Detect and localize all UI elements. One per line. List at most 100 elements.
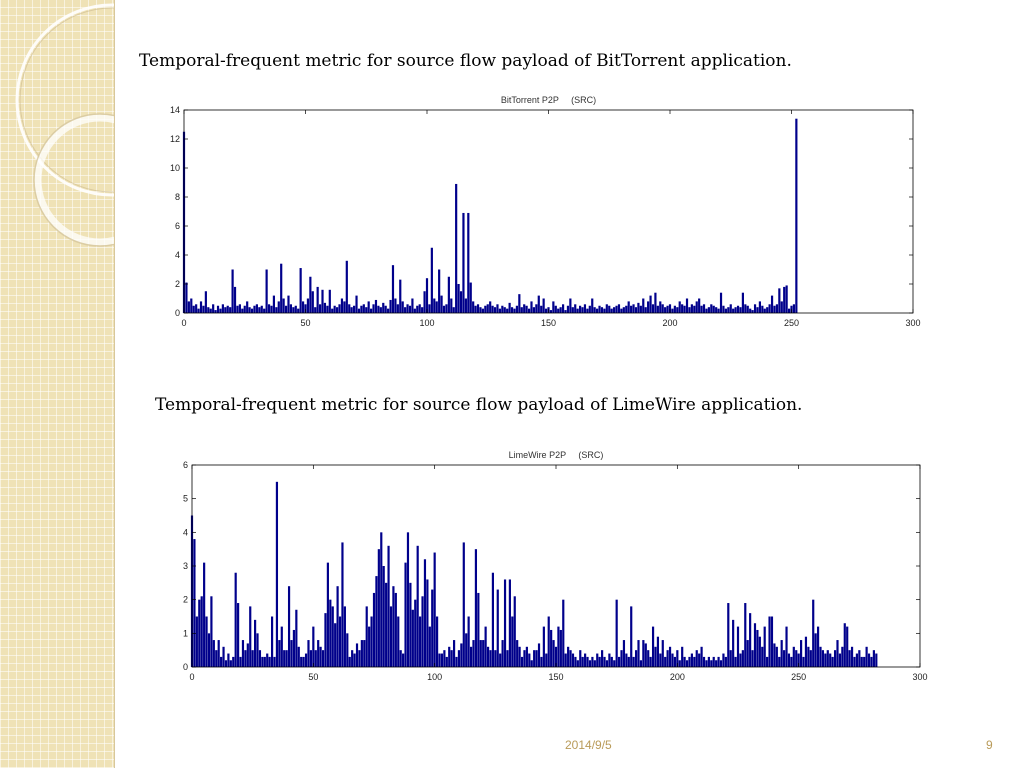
- chart-bar: [467, 616, 470, 667]
- chart-bar: [503, 579, 507, 667]
- chart-bar: [732, 308, 735, 313]
- y-tick-label: 14: [170, 105, 180, 115]
- chart-bar: [756, 629, 759, 667]
- chart-bar: [489, 301, 492, 313]
- chart-bar: [469, 282, 472, 313]
- chart-bar: [195, 616, 198, 667]
- chart-bar: [537, 295, 540, 313]
- chart-bar: [404, 307, 407, 313]
- chart-bar: [254, 619, 257, 667]
- chart-bar: [481, 308, 484, 313]
- chart-bar: [479, 640, 482, 667]
- chart-bar: [185, 282, 188, 313]
- chart-bar: [736, 626, 740, 667]
- chart-bar: [668, 646, 672, 667]
- chart-bar: [527, 308, 531, 313]
- chart-bar: [685, 660, 689, 667]
- chart-bar: [525, 646, 528, 667]
- chart-bar: [304, 653, 308, 667]
- chart-bar: [532, 307, 536, 313]
- chart-bar: [615, 305, 618, 313]
- chart-bar: [301, 301, 305, 313]
- chart-bar: [365, 307, 368, 313]
- chart-bar: [215, 650, 218, 667]
- chart-bar: [484, 305, 487, 313]
- chart-bar: [435, 301, 438, 313]
- chart-bar: [372, 304, 375, 313]
- chart-bar: [187, 301, 190, 313]
- chart-bar: [644, 643, 647, 667]
- chart-bar: [790, 656, 793, 667]
- chart-bar: [336, 586, 339, 667]
- chart-bar: [591, 298, 594, 313]
- chart-bar: [659, 653, 662, 667]
- chart-bar: [741, 650, 744, 667]
- chart-bar: [807, 646, 810, 667]
- y-tick-label: 3: [183, 561, 188, 571]
- chart-bar: [749, 613, 752, 667]
- x-tick-label: 50: [308, 672, 318, 682]
- chart-bar: [610, 308, 613, 313]
- chart-bar: [630, 305, 633, 313]
- chart-bar: [479, 307, 482, 313]
- chart-bar: [618, 656, 621, 667]
- chart-bar: [613, 660, 616, 667]
- chart-bar: [511, 616, 514, 667]
- chart-bar: [564, 310, 567, 313]
- chart-bar: [707, 656, 710, 667]
- chart-bar: [440, 295, 443, 313]
- chart-bar: [261, 656, 264, 667]
- chart-bar: [508, 579, 511, 667]
- chart-bar: [452, 640, 456, 667]
- chart-bar: [277, 301, 280, 313]
- chart-bar: [702, 656, 706, 667]
- chart-bar: [681, 304, 684, 313]
- y-tick-label: 2: [183, 595, 188, 605]
- chart-bar: [744, 304, 747, 313]
- chart-bar: [846, 626, 849, 667]
- chart-bar: [630, 606, 633, 667]
- chart-bar: [613, 307, 616, 313]
- chart-bar: [447, 276, 450, 313]
- chart-bar: [797, 653, 800, 667]
- chart-bar: [542, 626, 545, 667]
- chart-bar: [428, 626, 431, 667]
- chart-bar: [311, 291, 314, 313]
- chart-bar: [792, 304, 796, 313]
- chart-bar: [411, 298, 414, 313]
- chart-bar: [411, 609, 414, 667]
- chart-bar: [284, 305, 288, 313]
- chart-bar: [307, 640, 310, 667]
- chart-bar: [190, 298, 193, 313]
- chart-bar: [865, 646, 868, 667]
- chart-bar: [455, 183, 458, 313]
- chart-bar: [642, 640, 645, 667]
- chart-bar: [285, 650, 288, 667]
- chart-bar: [267, 304, 271, 313]
- chart-bar: [370, 308, 373, 313]
- chart-bar: [795, 118, 798, 313]
- x-tick-label: 300: [905, 318, 920, 328]
- chart-bar: [676, 650, 679, 667]
- chart-bar: [547, 616, 550, 667]
- chart-bar: [464, 298, 467, 313]
- chart-bar: [722, 653, 725, 667]
- chart-bar: [290, 640, 293, 667]
- chart-bar: [360, 305, 363, 313]
- chart-bar: [460, 643, 463, 667]
- chart-bar: [678, 660, 681, 667]
- chart-bar: [275, 481, 279, 667]
- y-tick-label: 0: [183, 662, 188, 672]
- chart-bar: [372, 592, 376, 667]
- chart-bar: [394, 592, 397, 667]
- chart-bar: [193, 539, 196, 667]
- chart-bar: [351, 650, 354, 667]
- chart-bar: [396, 304, 399, 313]
- chart-bar: [392, 586, 395, 667]
- chart-bar: [198, 599, 201, 667]
- x-tick-label: 0: [181, 318, 186, 328]
- chart-bar: [775, 646, 778, 667]
- chart-bar: [406, 532, 410, 667]
- chart-bar: [329, 599, 332, 667]
- x-tick-label: 300: [912, 672, 927, 682]
